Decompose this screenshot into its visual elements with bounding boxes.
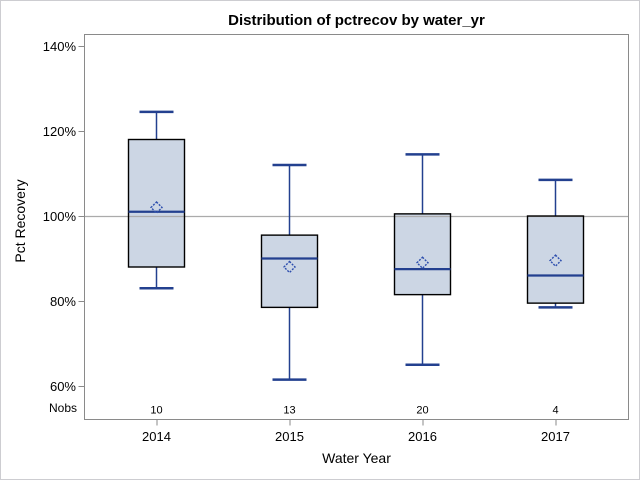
mean-diamond-2016 — [416, 256, 429, 270]
mean-diamond-2014 — [150, 201, 163, 214]
chart-title: Distribution of pctrecov by water_yr — [228, 12, 485, 29]
y-tick-label: 140% — [43, 39, 77, 54]
box-iqr-2016 — [393, 213, 452, 296]
nobs-row-label: Nobs — [48, 401, 77, 415]
x-tick-label-2014: 2014 — [142, 429, 171, 444]
y-tick-label: 100% — [43, 209, 77, 224]
nobs-value-2016: 20 — [416, 405, 428, 417]
box-fill-2017 — [527, 216, 584, 304]
x-tick-label-2016: 2016 — [408, 429, 437, 444]
x-tick-label-2015: 2015 — [275, 429, 304, 444]
box-fill-2016 — [394, 213, 451, 295]
box-fill-2015 — [261, 235, 318, 308]
plot-border — [84, 34, 629, 420]
x-axis-label: Water Year — [322, 450, 391, 466]
nobs-value-2014: 10 — [150, 405, 162, 417]
mean-diamond-2015 — [283, 260, 296, 274]
y-tick-label: 60% — [50, 379, 76, 394]
box-iqr-2014 — [127, 138, 186, 268]
y-tick-label: 80% — [50, 294, 76, 309]
box-iqr-2015 — [260, 234, 319, 309]
y-tick-label: 120% — [43, 124, 77, 139]
mean-diamond-2017 — [549, 254, 562, 268]
box-iqr-2017 — [526, 215, 585, 304]
x-tick-label-2017: 2017 — [541, 429, 570, 444]
nobs-value-2015: 13 — [283, 405, 295, 417]
nobs-value-2017: 4 — [552, 405, 558, 417]
box-fill-2014 — [128, 139, 185, 267]
